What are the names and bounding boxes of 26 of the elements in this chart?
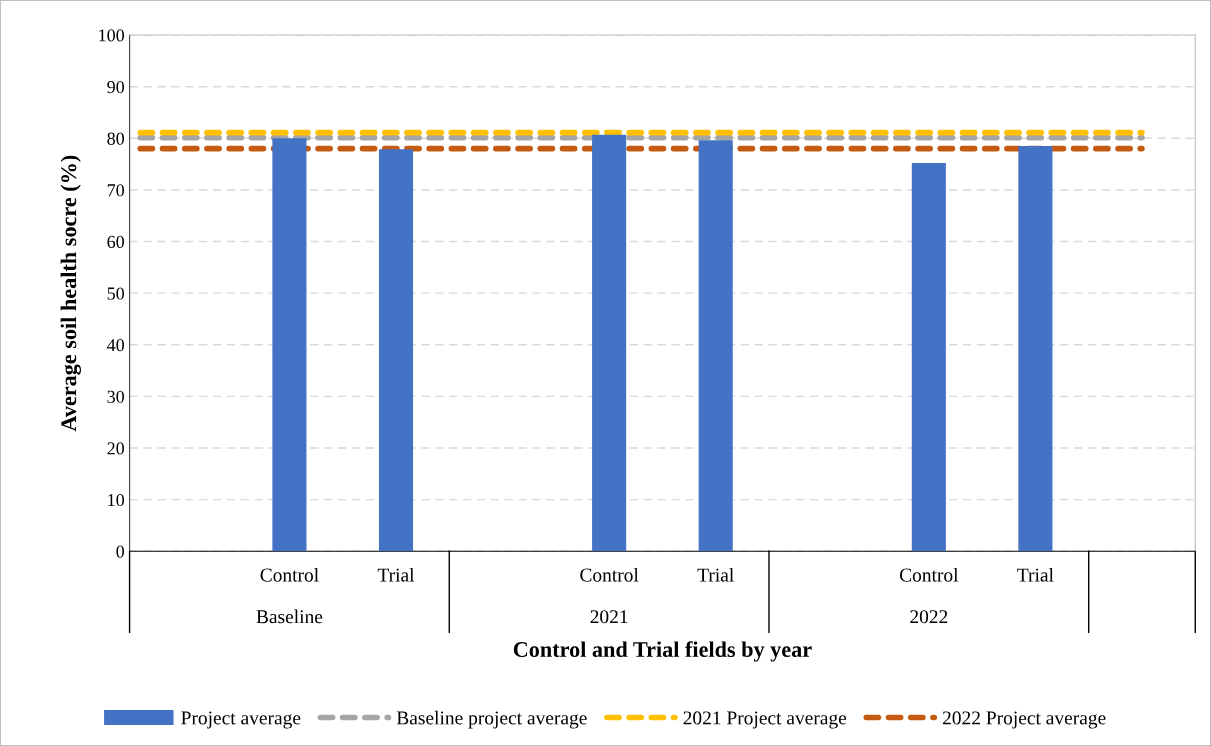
y-tick-label: 40 [107,339,125,352]
y-tick-label: 20 [107,442,125,455]
x-tick-label: Control [899,567,959,582]
legend-label: 2021 Project average [683,711,847,729]
x-tick-label: Trial [1017,567,1054,582]
y-tick-label: 70 [107,184,125,197]
text: 2021 [590,610,628,624]
y-tick-label: 10 [108,493,125,507]
y-tick-label: 60 [107,235,125,248]
y-tick-label: 50 [107,287,125,300]
y-axis-title: Average soil health socre (%) [60,155,81,432]
legend-label: Project average [181,711,301,729]
y-tick-label: 100 [99,29,125,42]
legend-label: Baseline project average [396,710,587,729]
x-tick-label: Trial [377,567,415,582]
x-tick-label: Control [580,567,639,582]
x-axis-title: Control and Trial fields by year [513,641,812,662]
legend-label: 2022 Project average [942,711,1106,729]
y-tick-label: 0 [116,545,125,558]
y-tick-label: 30 [107,390,125,403]
text: Baseline [256,609,323,624]
y-tick-label: 80 [107,132,125,145]
y-tick-label: 90 [107,80,125,94]
x-tick-label: Control [260,567,319,582]
x-tick-label: Trial [697,567,734,582]
text: 2022 [910,610,948,624]
